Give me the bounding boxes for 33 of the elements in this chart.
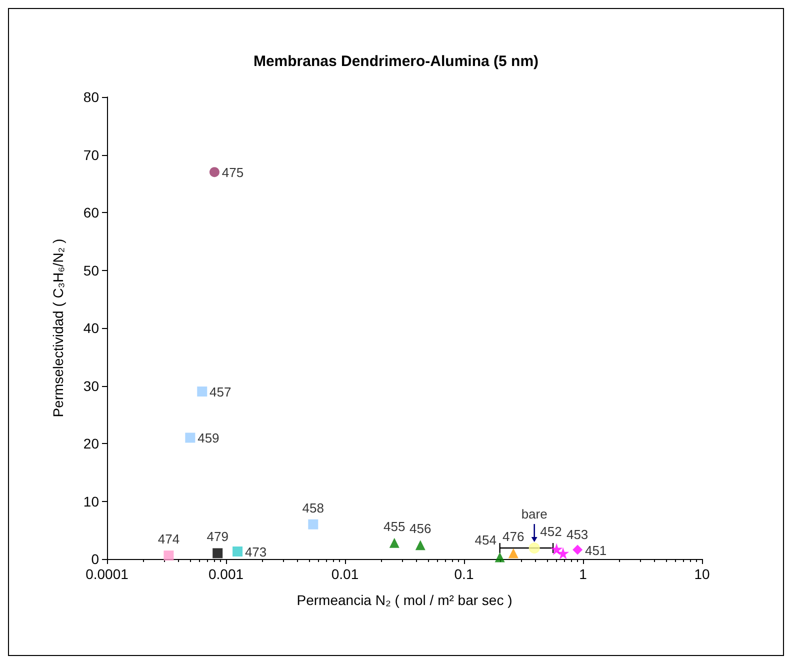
series-label: 459: [198, 430, 220, 446]
y-tick-label: 0: [91, 551, 100, 567]
y-axis-title: Permselectividad ( C₃H₆/N₂ ): [50, 238, 66, 418]
y-tick-label: 20: [83, 436, 100, 452]
x-tick-label: 0.001: [208, 566, 244, 582]
x-tick-label: 10: [694, 566, 710, 582]
y-tick-label: 30: [83, 378, 100, 394]
chart-title: Membranas Dendrimero-Alumina (5 nm): [253, 53, 539, 70]
series-label: 474: [158, 532, 180, 547]
series-label: 475: [222, 165, 244, 180]
series-label: 458: [302, 500, 324, 516]
series-label: 451: [584, 542, 607, 558]
y-tick-label: 70: [83, 146, 100, 163]
series-label: 453: [566, 527, 588, 542]
x-tick-label: 0.1: [454, 566, 474, 582]
series-label: bare: [521, 506, 548, 522]
series-label: 454: [474, 532, 496, 548]
y-tick-label: 10: [83, 493, 100, 510]
y-tick-label: 40: [83, 320, 100, 336]
series-label: 456: [410, 521, 432, 536]
y-tick-label: 50: [83, 262, 100, 278]
y-tick-label: 60: [83, 204, 100, 220]
series-label: 479: [206, 529, 228, 544]
x-tick-label: 0.01: [331, 566, 359, 582]
x-tick-label: 1: [579, 566, 588, 582]
series-label: 473: [244, 544, 267, 560]
series-label: 476: [502, 529, 524, 544]
x-tick-label: 0.0001: [86, 566, 129, 582]
series-label: 455: [384, 518, 406, 534]
series-label: 452: [540, 524, 562, 540]
series-label: 457: [210, 384, 232, 400]
x-axis-title: Permeancia N₂ ( mol / m² bar sec ): [296, 592, 512, 608]
y-tick-label: 80: [83, 89, 100, 105]
